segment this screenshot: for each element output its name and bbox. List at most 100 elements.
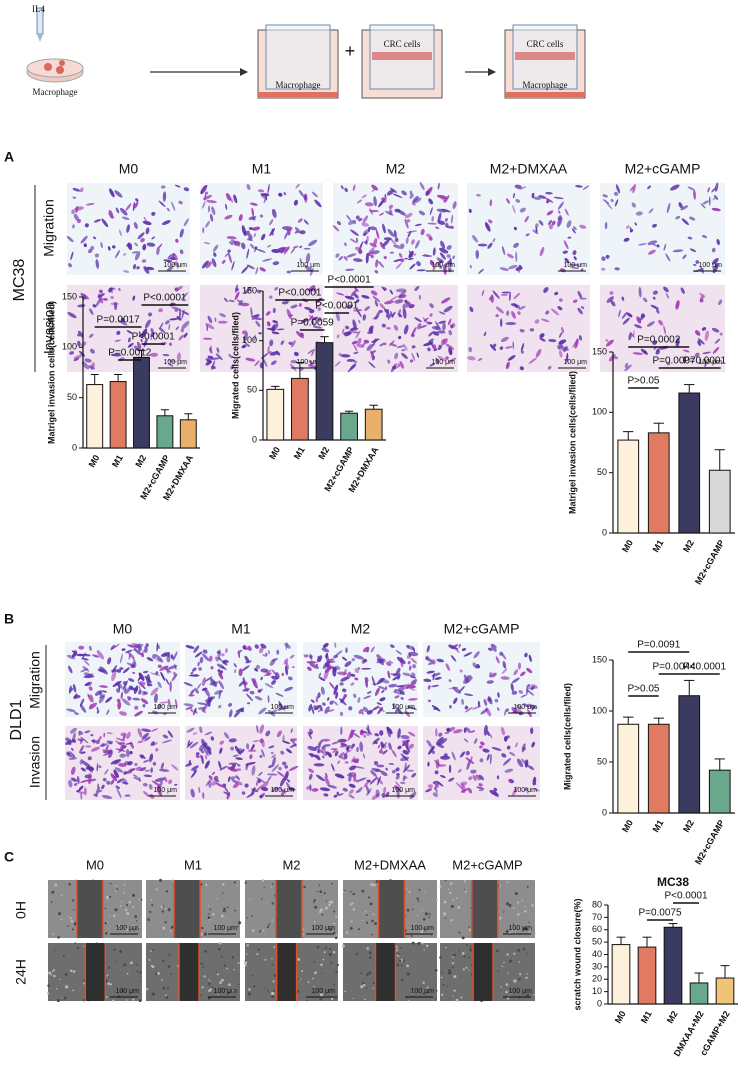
texture bbox=[357, 928, 360, 931]
scale-bar-label: 100 μm bbox=[392, 787, 416, 794]
texture bbox=[109, 896, 112, 899]
stained-cell bbox=[264, 683, 274, 689]
stained-cell bbox=[224, 252, 230, 258]
texture bbox=[218, 941, 222, 945]
stained-cell bbox=[332, 700, 339, 706]
stained-cell bbox=[95, 786, 101, 796]
texture bbox=[208, 982, 211, 985]
stained-cell bbox=[450, 324, 454, 329]
stained-cell bbox=[225, 648, 228, 653]
stained-cell bbox=[502, 660, 507, 669]
scale-bar-label: 100 μm bbox=[214, 988, 238, 995]
texture bbox=[128, 900, 132, 904]
texture bbox=[439, 956, 442, 959]
stained-cell bbox=[539, 337, 546, 342]
texture bbox=[271, 902, 274, 905]
stained-cell bbox=[299, 230, 306, 235]
stained-cell bbox=[293, 351, 299, 357]
texture bbox=[266, 925, 270, 929]
stained-cell bbox=[395, 781, 401, 788]
stained-cell bbox=[572, 299, 578, 303]
stained-cell bbox=[364, 676, 369, 683]
stained-cell bbox=[269, 339, 274, 347]
stained-cell bbox=[134, 201, 139, 209]
texture bbox=[62, 999, 64, 1001]
stained-cell bbox=[370, 770, 377, 777]
stained-cell bbox=[355, 790, 359, 794]
stained-cell bbox=[249, 202, 258, 206]
stained-cell bbox=[402, 749, 409, 755]
stained-cell bbox=[339, 744, 347, 748]
schematic-label: Macrophage bbox=[523, 80, 568, 90]
stained-cell bbox=[345, 749, 352, 753]
stained-cell bbox=[382, 342, 387, 346]
stained-cell bbox=[100, 242, 103, 249]
stained-cell bbox=[123, 270, 130, 273]
stained-cell bbox=[178, 334, 184, 341]
texture bbox=[123, 883, 126, 886]
texture bbox=[208, 978, 210, 981]
stained-cell bbox=[508, 779, 513, 783]
stained-cell bbox=[625, 225, 630, 229]
stained-cell bbox=[262, 654, 267, 657]
stained-cell bbox=[361, 194, 367, 199]
stained-cell bbox=[499, 346, 504, 350]
stained-cell bbox=[403, 324, 409, 335]
y-tick-label: 100 bbox=[592, 705, 607, 715]
stained-cell bbox=[304, 265, 313, 272]
stained-cell bbox=[425, 788, 433, 793]
stained-cell bbox=[68, 757, 78, 760]
stained-cell bbox=[110, 779, 115, 785]
texture bbox=[125, 999, 128, 1001]
stained-cell bbox=[201, 184, 208, 195]
stained-cell bbox=[458, 685, 465, 693]
stained-cell bbox=[115, 740, 125, 747]
stained-cell bbox=[309, 784, 312, 792]
arrow-head bbox=[488, 68, 496, 76]
stained-cell bbox=[344, 761, 349, 764]
stained-cell bbox=[558, 298, 563, 302]
stained-cell bbox=[125, 748, 130, 758]
stained-cell bbox=[79, 698, 85, 707]
stained-cell bbox=[84, 358, 92, 363]
x-tick-label: M0 bbox=[87, 453, 102, 469]
stained-cell bbox=[161, 739, 172, 744]
texture bbox=[161, 910, 164, 913]
stained-cell bbox=[423, 678, 432, 683]
stained-cell bbox=[357, 697, 361, 704]
stained-cell bbox=[340, 726, 343, 736]
stained-cell bbox=[404, 257, 408, 260]
texture bbox=[138, 999, 142, 1003]
y-tick-label: 100 bbox=[242, 335, 257, 345]
stained-cell bbox=[208, 779, 212, 789]
stained-cell bbox=[638, 286, 642, 298]
stained-cell bbox=[183, 332, 188, 338]
bar bbox=[678, 392, 701, 534]
texture bbox=[334, 995, 338, 999]
stained-cell bbox=[432, 781, 436, 785]
stained-cell bbox=[384, 744, 387, 749]
stained-cell bbox=[207, 358, 211, 363]
stained-cell bbox=[445, 343, 455, 350]
stained-cell bbox=[526, 685, 529, 695]
stained-cell bbox=[436, 658, 445, 663]
stained-cell bbox=[134, 710, 143, 717]
stained-cell bbox=[127, 242, 133, 251]
x-tick-label: M2+cGAMP bbox=[693, 818, 727, 866]
stained-cell bbox=[423, 254, 429, 257]
stained-cell bbox=[259, 794, 263, 799]
stained-cell bbox=[640, 348, 648, 355]
stained-cell bbox=[174, 783, 178, 786]
stained-cell bbox=[320, 686, 325, 695]
texture bbox=[145, 988, 149, 991]
stained-cell bbox=[492, 290, 500, 299]
stained-cell bbox=[259, 362, 264, 369]
micrograph bbox=[146, 878, 242, 938]
stained-cell bbox=[188, 674, 200, 677]
stained-cell bbox=[336, 791, 340, 796]
stained-cell bbox=[404, 710, 410, 717]
stained-cell bbox=[358, 248, 362, 254]
stained-cell bbox=[107, 246, 111, 251]
stained-cell bbox=[157, 243, 163, 250]
texture bbox=[261, 879, 265, 882]
